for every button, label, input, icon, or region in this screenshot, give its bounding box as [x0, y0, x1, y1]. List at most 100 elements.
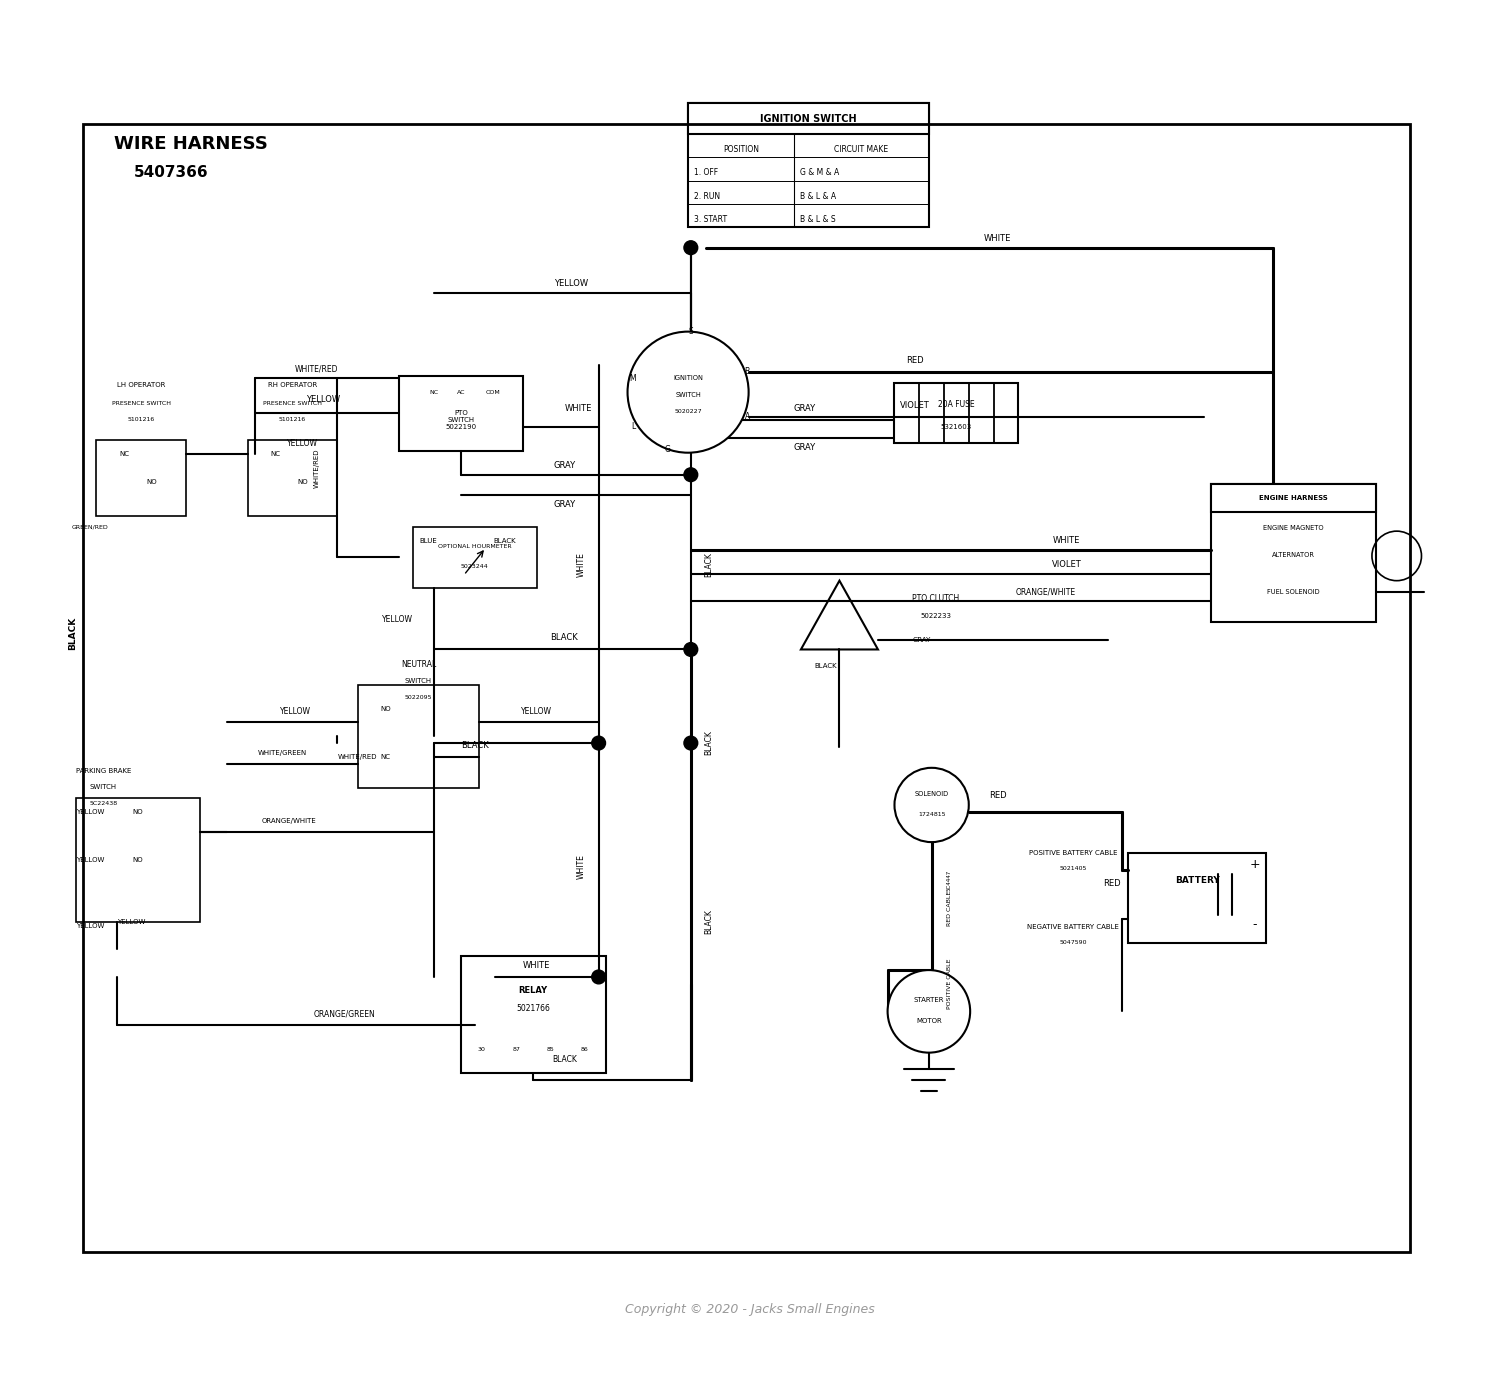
Text: G: G [664, 446, 670, 454]
Text: 3. START: 3. START [693, 215, 726, 224]
Text: WIRE HARNESS: WIRE HARNESS [114, 135, 268, 154]
Text: -: - [1252, 918, 1257, 932]
Text: NO: NO [297, 479, 307, 484]
Text: SWITCH: SWITCH [405, 678, 432, 684]
Text: GRAY: GRAY [554, 461, 576, 469]
Text: PTO
SWITCH
5022190: PTO SWITCH 5022190 [446, 410, 477, 429]
Bar [460, 956, 606, 1073]
Text: ORANGE/WHITE: ORANGE/WHITE [1016, 588, 1076, 596]
Text: WHITE/RED: WHITE/RED [338, 754, 378, 760]
Text: 5321603: 5321603 [940, 424, 972, 429]
Text: WHITE: WHITE [564, 405, 591, 413]
Text: BATTERY: BATTERY [1174, 877, 1219, 885]
Text: 5022233: 5022233 [921, 614, 951, 619]
Text: 5C4447: 5C4447 [946, 870, 952, 892]
Text: STARTER: STARTER [914, 998, 944, 1003]
Text: RED: RED [1102, 879, 1120, 888]
Text: YELLOW: YELLOW [280, 707, 312, 716]
Bar [1210, 484, 1376, 512]
Text: BLACK: BLACK [494, 538, 516, 544]
Text: S: S [688, 327, 693, 336]
Bar [82, 124, 1410, 1252]
Text: WHITE/RED: WHITE/RED [296, 365, 339, 373]
Text: YELLOW: YELLOW [554, 279, 588, 288]
Text: POSITION: POSITION [723, 144, 759, 154]
Text: BLUE: BLUE [420, 538, 438, 544]
Text: BLACK: BLACK [704, 731, 712, 755]
Text: WHITE: WHITE [576, 854, 585, 879]
Text: 5101216: 5101216 [279, 417, 306, 422]
Text: BLACK: BLACK [704, 552, 712, 577]
Text: 5101216: 5101216 [128, 417, 154, 422]
Text: MOTOR: MOTOR [916, 1018, 942, 1024]
Text: B & L & S: B & L & S [800, 215, 836, 224]
Text: ENGINE MAGNETO: ENGINE MAGNETO [1263, 526, 1324, 531]
Text: YELLOW: YELLOW [520, 707, 552, 716]
Text: BLACK: BLACK [460, 742, 489, 750]
Text: FUEL SOLENOID: FUEL SOLENOID [1268, 589, 1320, 594]
Text: WHITE: WHITE [984, 234, 1011, 242]
Text: IGNITION SWITCH: IGNITION SWITCH [760, 114, 856, 124]
Text: ORANGE/WHITE: ORANGE/WHITE [261, 819, 316, 824]
Text: 85: 85 [546, 1047, 555, 1053]
Text: SWITCH: SWITCH [90, 784, 117, 790]
Text: NO: NO [146, 479, 158, 484]
Text: YELLOW: YELLOW [76, 923, 104, 929]
Text: 5023244: 5023244 [460, 564, 489, 570]
Text: NEUTRAL: NEUTRAL [400, 660, 436, 669]
Text: WHITE: WHITE [576, 552, 585, 577]
Text: WHITE: WHITE [524, 962, 550, 970]
Text: GRAY: GRAY [794, 443, 816, 451]
Text: WHITE: WHITE [1053, 537, 1080, 545]
Text: NO: NO [380, 706, 390, 711]
Text: NC: NC [270, 451, 280, 457]
Text: RH OPERATOR: RH OPERATOR [268, 383, 316, 388]
Text: 5021766: 5021766 [516, 1004, 550, 1013]
Text: IGNITION: IGNITION [674, 376, 704, 381]
Text: 30: 30 [477, 1047, 486, 1053]
Text: PRESENCE SWITCH: PRESENCE SWITCH [262, 400, 322, 406]
Text: YELLOW: YELLOW [382, 615, 412, 623]
Bar [688, 103, 928, 135]
Bar [399, 376, 524, 451]
Circle shape [592, 736, 606, 750]
Text: L: L [632, 422, 634, 431]
Text: BLACK: BLACK [550, 633, 578, 641]
Text: RED: RED [906, 356, 924, 365]
Text: 5C22438: 5C22438 [88, 801, 117, 806]
Text: B: B [744, 367, 750, 376]
Text: Copyright © 2020 - Jacks Small Engines: Copyright © 2020 - Jacks Small Engines [626, 1303, 874, 1317]
Text: B & L & A: B & L & A [800, 191, 836, 201]
Text: SOLENOID: SOLENOID [915, 791, 948, 797]
Text: 87: 87 [512, 1047, 520, 1053]
Text: GRAY: GRAY [794, 405, 816, 413]
Text: PTO CLUTCH: PTO CLUTCH [912, 594, 960, 603]
Text: NC: NC [429, 389, 438, 395]
Text: NO: NO [132, 809, 142, 815]
Text: NEGATIVE BATTERY CABLE: NEGATIVE BATTERY CABLE [1028, 925, 1119, 930]
Circle shape [684, 468, 698, 482]
Text: 5020227: 5020227 [675, 409, 702, 414]
Text: 86: 86 [580, 1047, 590, 1053]
Bar [1128, 853, 1266, 943]
Text: 20A FUSE: 20A FUSE [938, 400, 975, 409]
Text: 5047590: 5047590 [1059, 940, 1088, 945]
Circle shape [888, 970, 971, 1053]
Text: SWITCH: SWITCH [675, 392, 700, 398]
Text: NO: NO [132, 857, 142, 863]
Text: 2. RUN: 2. RUN [693, 191, 720, 201]
Text: ALTERNATOR: ALTERNATOR [1272, 552, 1316, 557]
Text: 1. OFF: 1. OFF [693, 168, 717, 178]
Text: BLACK: BLACK [704, 910, 712, 934]
Bar [358, 685, 478, 788]
Circle shape [592, 970, 606, 984]
Text: WHITE/RED: WHITE/RED [314, 449, 320, 487]
Bar [96, 440, 186, 516]
Text: 5021405: 5021405 [1059, 866, 1088, 871]
Text: YELLOW: YELLOW [76, 857, 104, 863]
Text: BLACK: BLACK [815, 663, 837, 669]
Text: GREEN/RED: GREEN/RED [70, 524, 108, 530]
Text: PRESENCE SWITCH: PRESENCE SWITCH [111, 400, 171, 406]
Circle shape [684, 241, 698, 255]
Text: VIOLET: VIOLET [1052, 560, 1082, 568]
